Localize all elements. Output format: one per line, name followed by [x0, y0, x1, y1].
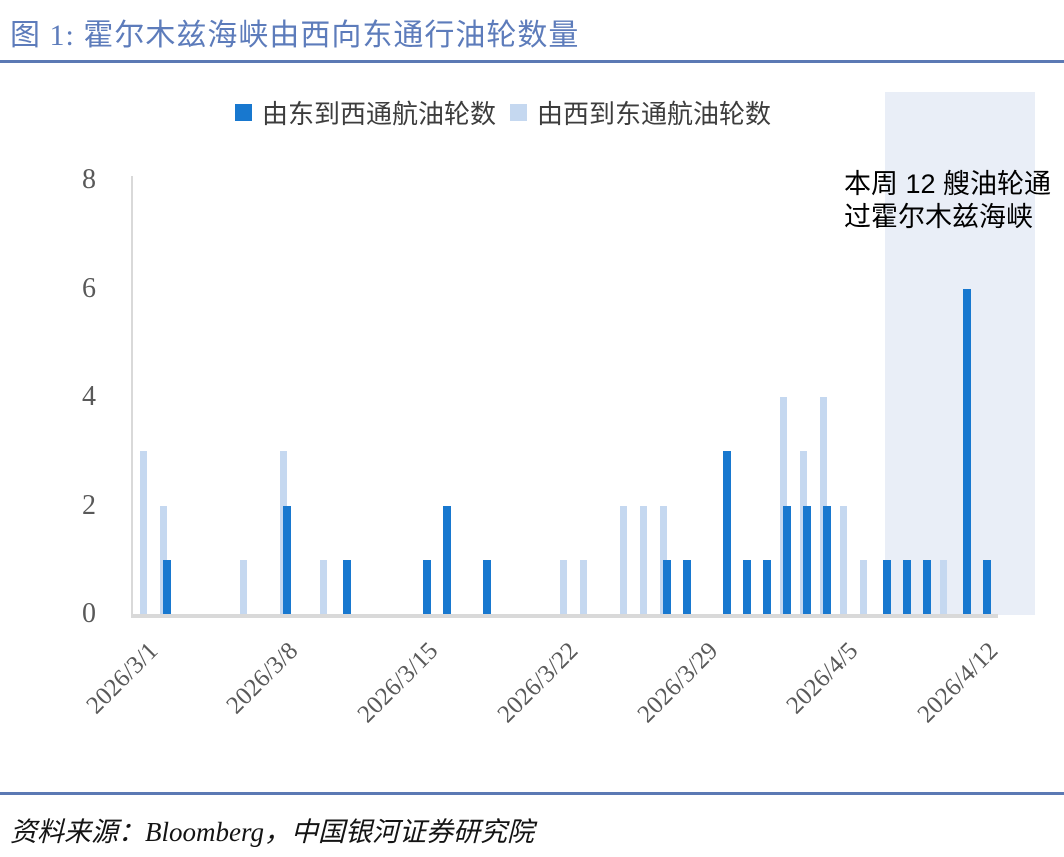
bar-west-to-east [580, 559, 587, 614]
bar-west-to-east [320, 559, 327, 614]
bar-east-to-west [803, 505, 811, 614]
title-divider-line [0, 60, 1064, 63]
bar-east-to-west [443, 505, 451, 614]
bar-east-to-west [663, 559, 671, 614]
bar-east-to-west [963, 288, 971, 614]
bar-east-to-west [163, 559, 171, 614]
bar-east-to-west [883, 559, 891, 614]
legend-label-east-to-west: 由东到西通航油轮数 [262, 100, 497, 129]
bar-west-to-east [620, 505, 627, 614]
bar-east-to-west [723, 451, 731, 614]
bar-east-to-west [483, 559, 491, 614]
x-tick-label: 2026/3/22 [492, 637, 584, 729]
legend-swatch-light-blue [510, 104, 528, 121]
bar-east-to-west [343, 559, 351, 614]
y-tick-label: 0 [82, 598, 96, 629]
figure-title: 图 1: 霍尔木兹海峡由西向东通行油轮数量 [10, 19, 580, 52]
bar-east-to-west [423, 559, 431, 614]
bar-west-to-east [640, 505, 647, 614]
bar-east-to-west [743, 559, 751, 614]
bar-west-to-east [840, 505, 847, 614]
x-tick-label: 2026/3/29 [632, 637, 724, 729]
y-tick-label: 6 [82, 272, 96, 304]
bar-west-to-east [860, 559, 867, 614]
legend-item-west-to-east: 由西到东通航油轮数 [510, 94, 771, 131]
y-tick-label: 4 [82, 381, 96, 412]
bar-west-to-east [240, 559, 247, 614]
highlight-band [885, 92, 1035, 615]
footer-divider-line [0, 792, 1064, 795]
x-axis-line [131, 614, 998, 618]
bar-east-to-west [283, 505, 291, 614]
chart-annotation: 本周 12 艘油轮通 过霍尔木兹海峡 [844, 168, 1062, 234]
bar-east-to-west [783, 505, 791, 614]
bar-east-to-west [983, 559, 991, 614]
legend-swatch-dark-blue [235, 104, 252, 121]
bar-west-to-east [140, 451, 147, 614]
x-tick-label: 2026/3/8 [221, 637, 304, 720]
annotation-line-1: 本周 12 艘油轮通 [844, 169, 1052, 199]
legend-label-west-to-east: 由西到东通航油轮数 [537, 100, 772, 129]
x-tick-label: 2026/4/5 [781, 637, 864, 720]
annotation-line-2: 过霍尔木兹海峡 [844, 201, 1033, 232]
y-tick-label: 2 [82, 489, 96, 521]
x-tick-label: 2026/3/1 [81, 637, 164, 720]
bar-east-to-west [903, 559, 911, 614]
bar-east-to-west [923, 559, 931, 614]
bar-west-to-east [560, 559, 567, 614]
bar-east-to-west [683, 559, 691, 614]
x-tick-label: 2026/4/12 [912, 637, 1004, 729]
bar-west-to-east [940, 559, 947, 614]
y-tick-label: 8 [82, 164, 96, 195]
legend-item-east-to-west: 由东到西通航油轮数 [235, 94, 496, 131]
x-tick-label: 2026/3/15 [352, 637, 444, 729]
y-axis-line [131, 176, 133, 617]
bar-east-to-west [763, 559, 771, 614]
chart-legend: 由东到西通航油轮数 由西到东通航油轮数 [235, 94, 771, 131]
source-note: 资料来源：Bloomberg，中国银河证券研究院 [10, 817, 534, 847]
bar-east-to-west [823, 505, 831, 614]
